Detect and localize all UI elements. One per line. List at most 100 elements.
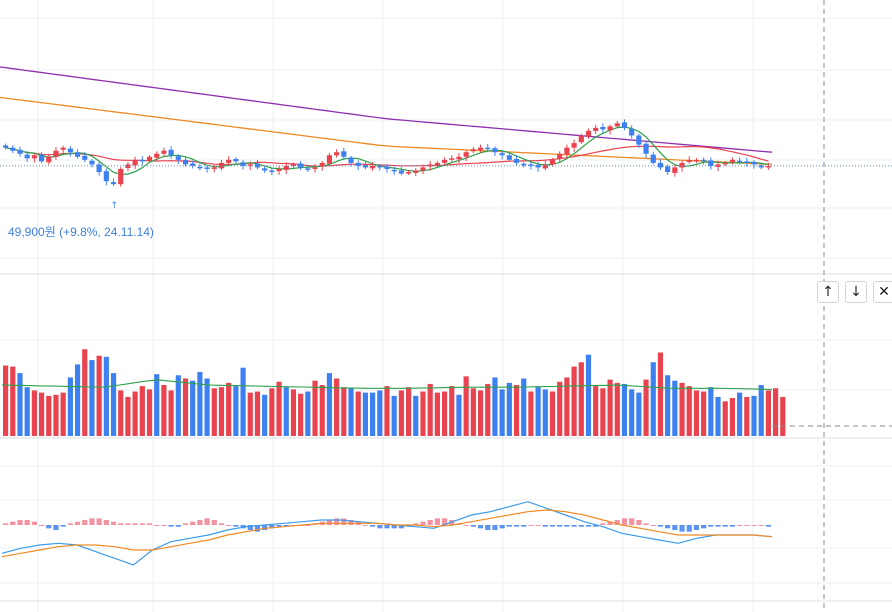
candle [470, 149, 476, 152]
macd-histogram-bar [10, 521, 16, 525]
volume-bar [233, 386, 239, 436]
volume-bar [82, 349, 88, 436]
volume-bar [434, 392, 440, 436]
candle [521, 163, 527, 166]
macd-histogram-bar [182, 523, 189, 525]
candle [46, 156, 52, 163]
volume-bar [355, 391, 361, 436]
volume-bar [578, 362, 584, 436]
candle [679, 162, 685, 168]
volume-bar [765, 390, 771, 436]
crosshair [772, 0, 892, 612]
volume-bar [600, 388, 606, 436]
candle [391, 169, 397, 172]
volume-bar [211, 388, 217, 436]
candle [564, 147, 570, 155]
volume-bar [240, 367, 246, 436]
volume-bar [118, 390, 124, 436]
candle [650, 154, 656, 163]
macd-histogram-bar [650, 525, 656, 526]
candle [701, 159, 707, 162]
volume-bar [190, 380, 196, 436]
macd-histogram-bar [197, 520, 203, 525]
volume-bar [729, 398, 736, 436]
macd-histogram-bar [643, 523, 649, 525]
volume-bar [773, 388, 779, 436]
macd-histogram-bar [492, 525, 498, 530]
candle [175, 156, 181, 160]
candle [715, 164, 721, 167]
candle [355, 162, 361, 166]
candle [53, 150, 59, 157]
macd-histogram-bar [521, 525, 527, 527]
candle [693, 159, 700, 162]
candle [708, 160, 714, 166]
volume-bar [492, 377, 498, 436]
volume-bar [46, 395, 52, 436]
volume-bar [780, 396, 786, 436]
candle [593, 127, 599, 131]
macd-histogram-bar [262, 525, 268, 530]
macd-histogram-bar [542, 525, 548, 527]
volume-bar [161, 385, 167, 436]
candle [643, 143, 649, 154]
macd-histogram-bar [247, 525, 253, 530]
low-price-annotation: 49,900원 (+9.8%, 24.11.14) [8, 225, 154, 239]
volume-bar [110, 373, 117, 436]
macd-histogram-bar [67, 523, 73, 525]
volume-bar [751, 395, 757, 436]
volume-bar [175, 375, 181, 436]
macd-histogram-bar [549, 525, 556, 527]
volume-bar [139, 386, 145, 436]
volume-bar [701, 391, 707, 436]
macd-histogram-bar [557, 525, 563, 527]
candle [182, 159, 189, 165]
ma60-line [0, 96, 773, 166]
macd-histogram-bar [434, 518, 440, 525]
move-pane-down-button[interactable]: ↓ [845, 281, 867, 303]
volume-bar [370, 392, 376, 436]
macd-histogram-bar [283, 525, 289, 527]
macd-histogram-bar [204, 518, 210, 525]
volume-bar [571, 366, 577, 436]
candle [607, 126, 613, 131]
macd-histogram-bar [17, 520, 23, 525]
candle [758, 165, 764, 168]
macd-histogram-bar [564, 525, 570, 527]
volume-bar [657, 352, 664, 436]
volume-bar [665, 375, 671, 436]
macd-histogram-bar [103, 520, 109, 525]
macd-histogram-bar [53, 525, 59, 530]
candle [629, 128, 635, 136]
candle [312, 167, 318, 169]
macd-histogram-bar [708, 525, 714, 527]
candle [571, 143, 577, 148]
candle [535, 165, 541, 168]
candle [549, 159, 556, 165]
volume-bar [593, 386, 599, 436]
macd-histogram-bar [370, 525, 376, 527]
volume-bar [456, 394, 462, 436]
volume-bar [204, 378, 210, 436]
move-pane-up-button[interactable]: ↑ [817, 281, 839, 303]
close-pane-button[interactable]: ✕ [873, 281, 892, 303]
macd-histogram-bar [168, 525, 174, 527]
macd-histogram-bar [118, 523, 124, 525]
macd-histogram-bar [89, 518, 95, 525]
macd-histogram-bar [46, 525, 52, 529]
macd-histogram-bar [463, 525, 469, 526]
macd-histogram-bar [585, 525, 592, 527]
macd-histogram-bar [233, 525, 239, 527]
price-pane[interactable]: ↑ [0, 66, 892, 211]
candle [513, 158, 520, 163]
macd-histogram-bar [154, 525, 160, 526]
macd-histogram-bar [377, 525, 383, 529]
volume-bar [348, 388, 354, 436]
volume-bar [470, 388, 476, 436]
macd-pane[interactable] [1, 501, 773, 566]
volume-bar [650, 362, 656, 436]
volume-pane[interactable] [1, 349, 786, 436]
candle [89, 160, 95, 165]
volume-bar [693, 390, 700, 436]
